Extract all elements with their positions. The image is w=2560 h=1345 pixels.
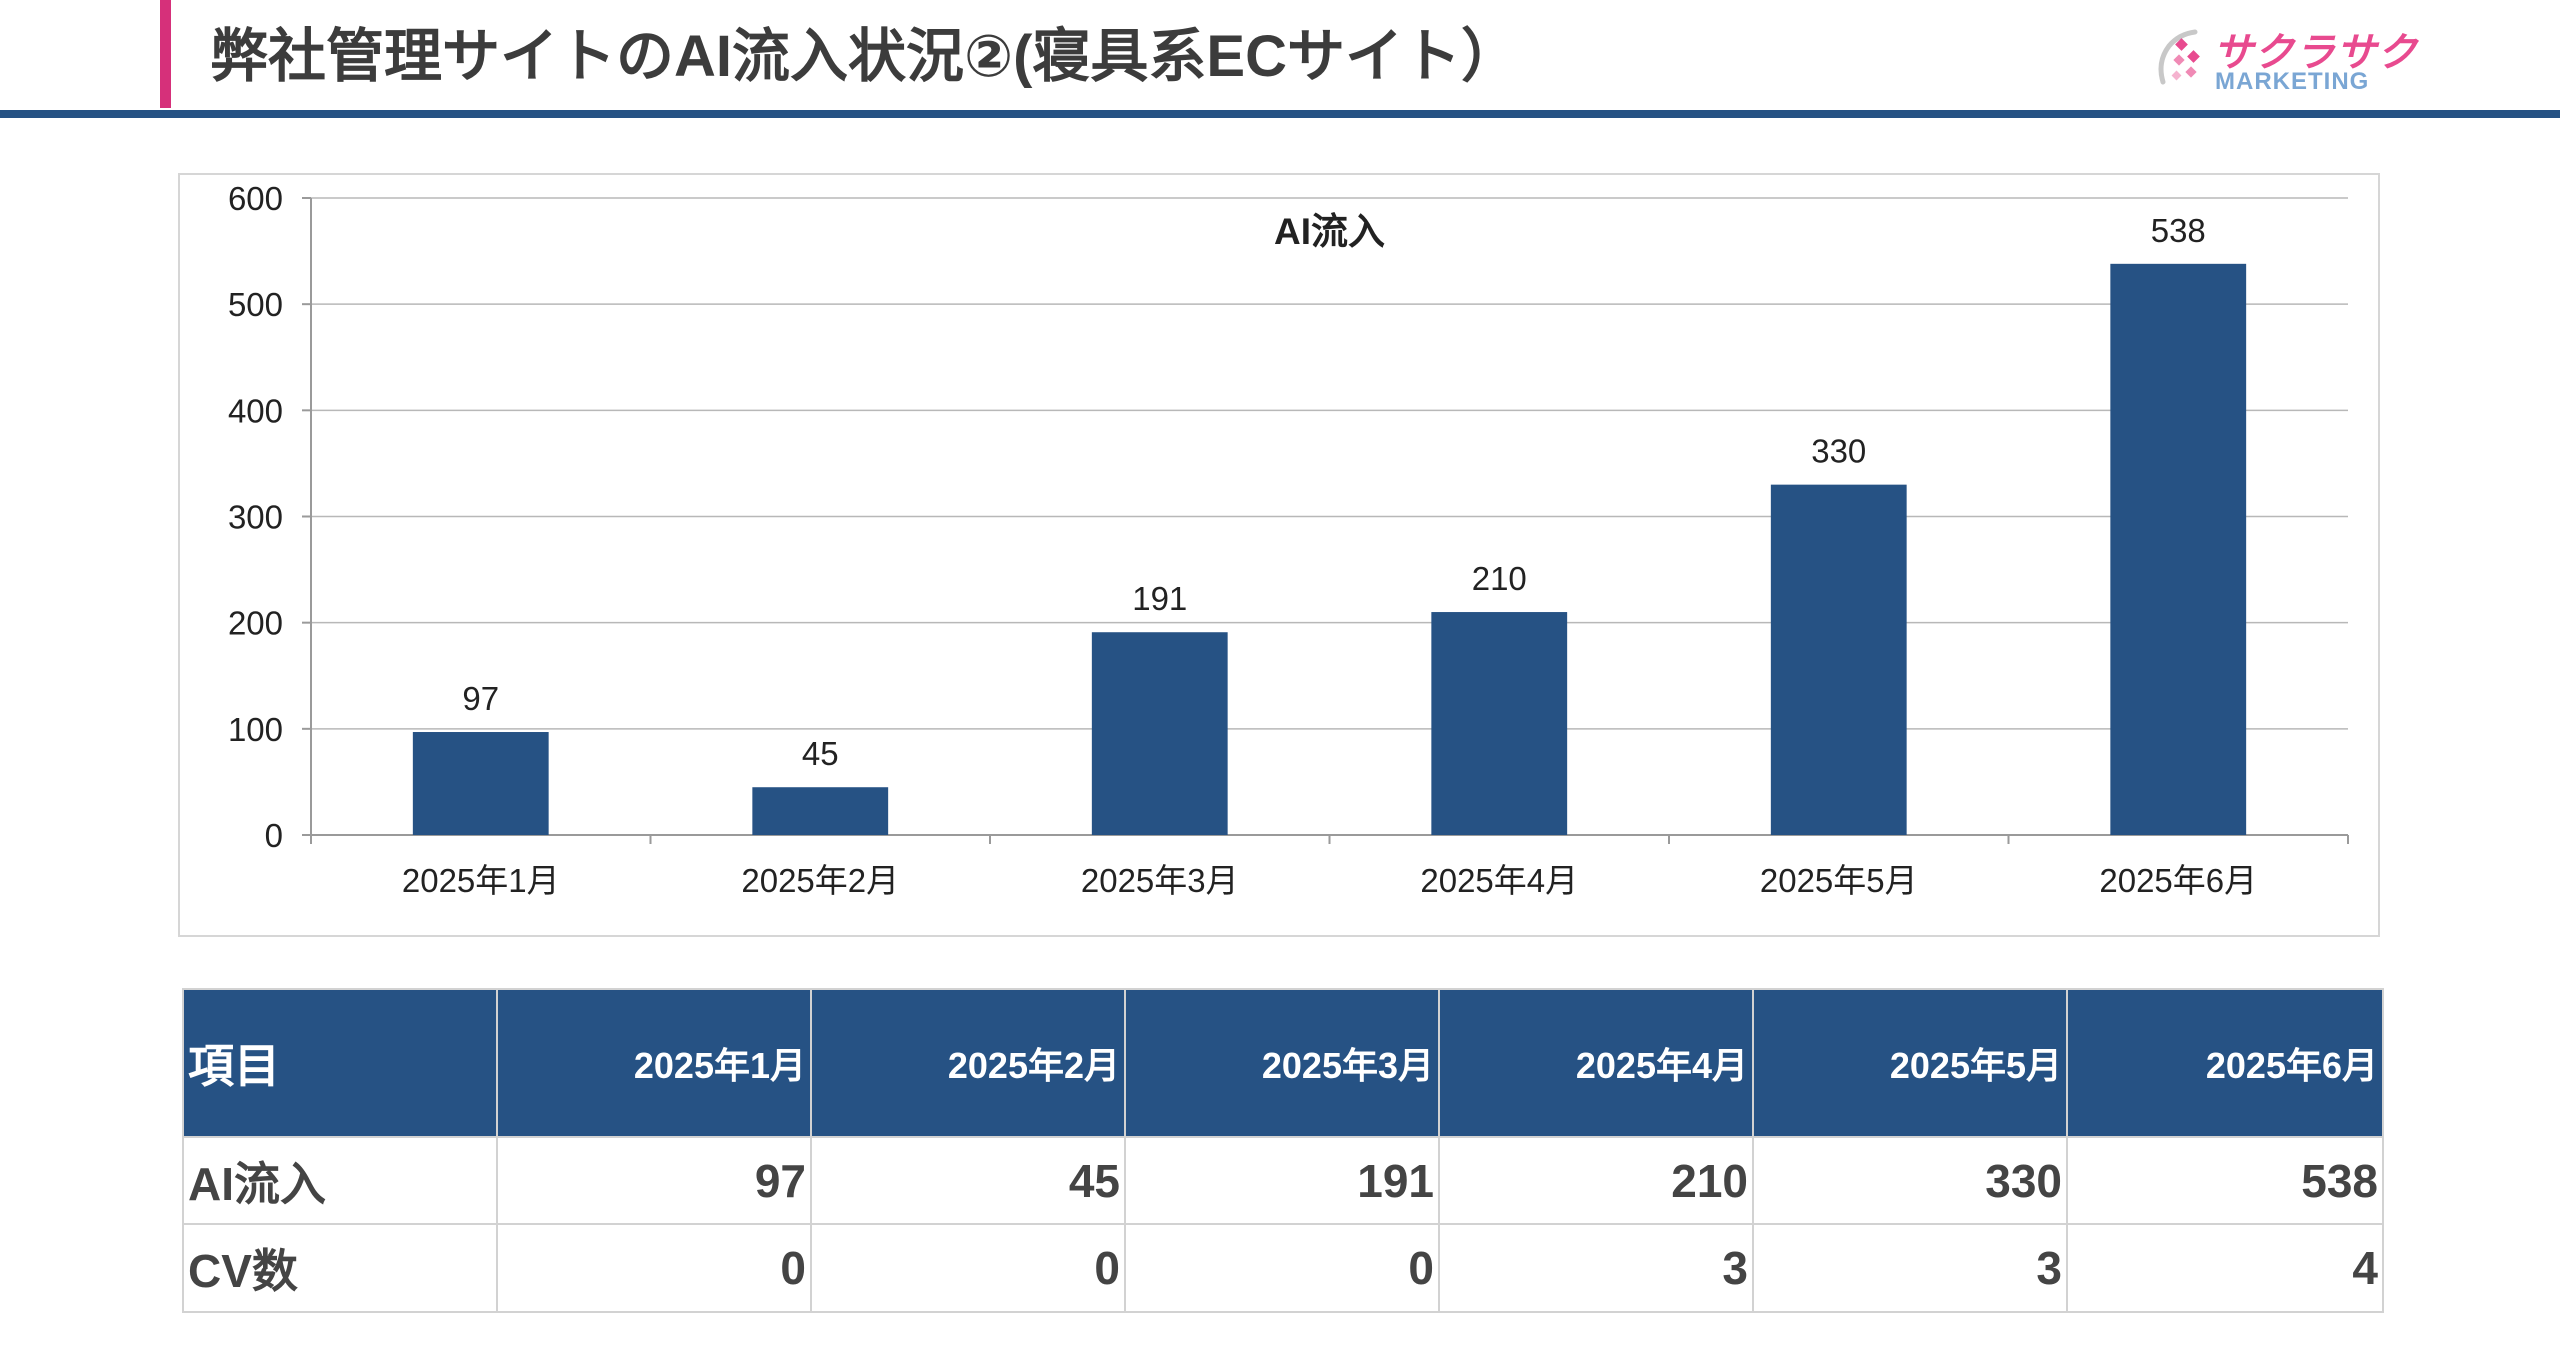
table-header-cell: 2025年6月 bbox=[2066, 988, 2384, 1138]
x-tick-label: 2025年4月 bbox=[1420, 862, 1578, 899]
table-cell: 330 bbox=[1752, 1136, 2068, 1225]
y-tick-label: 600 bbox=[228, 180, 283, 217]
data-label: 330 bbox=[1811, 433, 1866, 470]
header-divider bbox=[0, 110, 2560, 118]
chart-title: AI流入 bbox=[1274, 211, 1385, 252]
table-cell: 45 bbox=[810, 1136, 1126, 1225]
data-label: 538 bbox=[2151, 212, 2206, 249]
data-label: 210 bbox=[1472, 560, 1527, 597]
table-header-cell: 2025年5月 bbox=[1752, 988, 2068, 1138]
y-tick-label: 0 bbox=[265, 817, 283, 854]
x-tick-label: 2025年2月 bbox=[741, 862, 899, 899]
y-tick-label: 100 bbox=[228, 711, 283, 748]
data-label: 45 bbox=[802, 735, 839, 772]
table-row: CV数 0 0 0 3 3 4 bbox=[182, 1223, 2384, 1313]
x-tick-label: 2025年5月 bbox=[1760, 862, 1918, 899]
table-cell: 3 bbox=[1438, 1223, 1754, 1313]
x-tick-label: 2025年1月 bbox=[402, 862, 560, 899]
table-cell: 4 bbox=[2066, 1223, 2384, 1313]
page-title: 弊社管理サイトのAI流入状況②(寝具系ECサイト） bbox=[210, 24, 1519, 89]
logo-japanese-text: サクラサク bbox=[2213, 31, 2418, 75]
table-cell: 538 bbox=[2066, 1136, 2384, 1225]
y-tick-label: 200 bbox=[228, 605, 283, 642]
x-tick-label: 2025年6月 bbox=[2099, 862, 2257, 899]
y-tick-label: 300 bbox=[228, 499, 283, 536]
table-cell: 210 bbox=[1438, 1136, 1754, 1225]
bar bbox=[412, 732, 549, 835]
table-cell: 0 bbox=[810, 1223, 1126, 1313]
logo-english-text: MARKETING bbox=[2215, 68, 2370, 95]
y-tick-label: 400 bbox=[228, 392, 283, 429]
table-header-cell: 2025年4月 bbox=[1438, 988, 1754, 1138]
table-cell: 0 bbox=[496, 1223, 812, 1313]
x-tick-label: 2025年3月 bbox=[1081, 862, 1239, 899]
ai-inflow-table: 項目 2025年1月 2025年2月 2025年3月 2025年4月 2025年… bbox=[182, 988, 2384, 1313]
table-row-label: CV数 bbox=[182, 1223, 498, 1313]
table-header-cell: 2025年2月 bbox=[810, 988, 1126, 1138]
table-cell: 3 bbox=[1752, 1223, 2068, 1313]
table-cell: 97 bbox=[496, 1136, 812, 1225]
bar bbox=[1091, 632, 1228, 835]
data-label: 191 bbox=[1132, 580, 1187, 617]
table-header-row: 項目 2025年1月 2025年2月 2025年3月 2025年4月 2025年… bbox=[182, 988, 2384, 1138]
table-row: AI流入 97 45 191 210 330 538 bbox=[182, 1136, 2384, 1225]
table-cell: 0 bbox=[1124, 1223, 1440, 1313]
bar bbox=[1431, 612, 1568, 835]
table-row-label: AI流入 bbox=[182, 1136, 498, 1225]
table-header-cell: 項目 bbox=[182, 988, 498, 1138]
data-label: 97 bbox=[462, 680, 499, 717]
bar bbox=[1770, 484, 1907, 835]
y-tick-label: 500 bbox=[228, 286, 283, 323]
title-accent-bar bbox=[160, 0, 171, 108]
table-header-cell: 2025年3月 bbox=[1124, 988, 1440, 1138]
chart-canvas: 0 100 200 300 400 500 600 97 2025年1月 45 2025年2月 191… bbox=[228, 180, 2349, 899]
ai-inflow-chart: 0 100 200 300 400 500 600 97 2025年1月 45 2025年2月 191… bbox=[178, 173, 2380, 937]
company-logo: サクラサク MARKETING bbox=[2155, 20, 2418, 100]
table-cell: 191 bbox=[1124, 1136, 1440, 1225]
sakura-logo-icon bbox=[2158, 29, 2200, 85]
bar bbox=[752, 787, 889, 835]
bar bbox=[2110, 263, 2247, 835]
table-header-cell: 2025年1月 bbox=[496, 988, 812, 1138]
